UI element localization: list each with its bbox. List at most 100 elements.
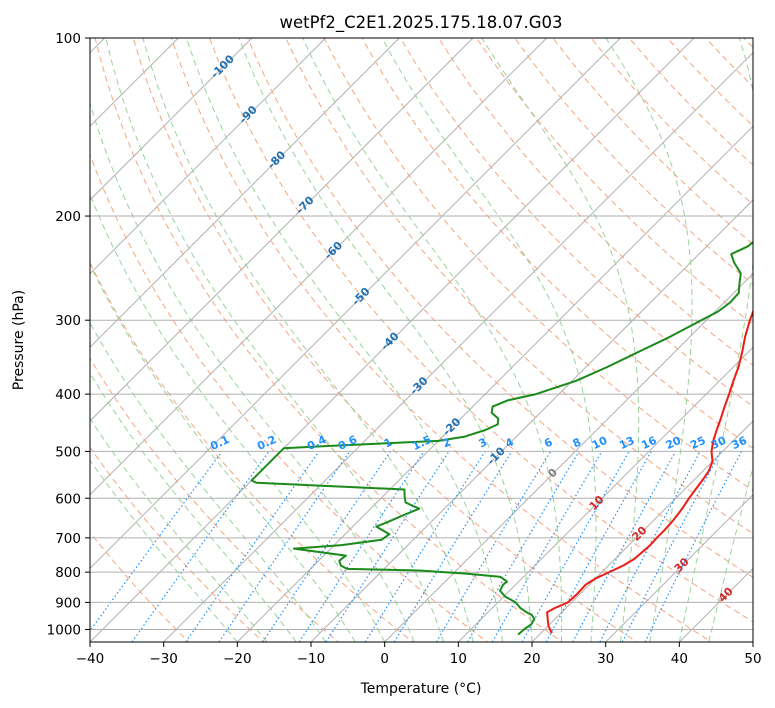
- isotherm-line: [90, 38, 474, 422]
- moist-adiabat-line: [142, 38, 474, 642]
- isotherm-line: [384, 272, 753, 642]
- y-tick-label: 1000: [47, 622, 81, 638]
- dry-adiabat-line: [590, 38, 753, 206]
- dry-adiabat-line: [514, 38, 753, 285]
- moist-adiabat-line: [90, 459, 238, 642]
- y-tick-label: 700: [55, 531, 81, 547]
- pressure-gridlines: [90, 38, 753, 630]
- dry-adiabat-line: [476, 38, 753, 326]
- y-tick-label: 500: [55, 444, 81, 460]
- isotherm-line: [90, 38, 327, 275]
- mixing-ratio-line: [90, 451, 223, 632]
- y-axis: 100 200 300 400 500 600 700 800 900 1000: [47, 31, 90, 638]
- isotherm-label: 10: [587, 493, 607, 513]
- dry-adiabat-line: [90, 153, 489, 642]
- y-tick-label: 400: [55, 387, 81, 403]
- x-axis-title: Temperature (°C): [360, 681, 482, 697]
- moist-adiabat-line: [90, 193, 386, 642]
- dry-adiabat-line: [361, 38, 753, 449]
- x-tick-label: 50: [744, 651, 761, 667]
- mixing-ratio-line: [325, 451, 450, 642]
- isotherm-line: [90, 38, 253, 201]
- moist-adiabat-line: [90, 321, 327, 642]
- moist-adiabat-line: [90, 263, 356, 642]
- x-tick-label: 40: [671, 651, 688, 667]
- mixing-ratio-label: 0.2: [255, 433, 278, 453]
- x-axis: −40 −30 −20 −10 0 10 20 30 40 50: [76, 642, 762, 667]
- x-tick-label: −10: [297, 651, 326, 667]
- moist-adiabat-line: [302, 38, 563, 642]
- y-tick-label: 600: [55, 491, 81, 507]
- mixing-ratio-line: [621, 451, 722, 642]
- moist-adiabat-line: [605, 38, 693, 642]
- dry-adiabat-line: [90, 357, 339, 642]
- moist-adiabat-line: [708, 465, 753, 642]
- dry-adiabat-line: [323, 38, 753, 492]
- mixing-ratio-line: [218, 451, 351, 642]
- mixing-ratio-label: 2: [440, 435, 452, 450]
- moist-adiabat-line: [90, 101, 415, 642]
- dry-adiabat-line: [438, 38, 753, 366]
- moist-adiabat-line: [678, 38, 753, 642]
- y-axis-title: Pressure (hPa): [11, 290, 27, 390]
- mixing-ratio-label: 30: [709, 434, 729, 452]
- moist-adiabat-line: [90, 372, 297, 642]
- y-tick-label: 300: [55, 313, 81, 329]
- mixing-ratio-line: [185, 451, 320, 642]
- x-tick-label: −30: [149, 651, 178, 667]
- x-tick-label: 30: [597, 651, 614, 667]
- y-tick-label: 200: [55, 209, 81, 225]
- dry-adiabat-line: [170, 38, 713, 642]
- x-tick-label: 20: [523, 651, 540, 667]
- mixing-ratio-label: 0.1: [208, 433, 231, 453]
- isotherm-line: [236, 125, 753, 642]
- isotherm-line: [90, 38, 695, 642]
- moist-adiabat-line: [90, 417, 268, 642]
- moist-adiabat-line: [186, 38, 504, 642]
- plot-area: -100-90-80-70-60-50-40-30-20-10010203040…: [90, 38, 753, 642]
- mixing-ratio-line: [545, 451, 652, 642]
- mixing-ratio-line: [262, 451, 391, 642]
- mixing-ratio-line: [572, 451, 677, 642]
- isotherm-line: [752, 641, 753, 642]
- isotherm-line: [90, 38, 621, 570]
- mixing-ratio-line: [131, 451, 270, 642]
- isotherm-line: [90, 38, 548, 496]
- mixing-ratio-line: [644, 451, 743, 642]
- dry-adiabat-line: [743, 38, 753, 49]
- mixing-ratio-line: [298, 451, 425, 642]
- isotherm-line: [531, 420, 753, 642]
- chart-title: wetPf2_C2E1.2025.175.18.07.G03: [279, 13, 562, 33]
- mixing-ratio-label: 36: [730, 434, 750, 452]
- mixing-ratio-label: 6: [542, 435, 555, 450]
- dry-adiabat-line: [552, 38, 753, 245]
- mixing-ratio-label: 0.4: [305, 433, 328, 453]
- mixing-ratio-line: [521, 451, 630, 642]
- dry-adiabat-line: [90, 261, 414, 642]
- mixing-ratio-label: 13: [617, 434, 636, 452]
- mixing-ratio-label: 25: [688, 434, 707, 452]
- moist-adiabats: [90, 38, 753, 642]
- moist-adiabat-line: [238, 38, 533, 642]
- mixing-ratio-line: [599, 451, 701, 642]
- isotherm-line: [457, 346, 753, 642]
- dry-adiabat-line: [399, 38, 753, 408]
- moist-adiabat-line: [381, 38, 597, 642]
- x-tick-label: 0: [380, 651, 389, 667]
- temperature-profile-line: [546, 309, 753, 634]
- y-tick-label: 900: [55, 595, 81, 611]
- y-tick-label: 100: [55, 31, 81, 47]
- mixing-ratio-label: 16: [639, 434, 659, 452]
- mixing-ratio-label: 10: [590, 434, 610, 452]
- dry-adiabat-line: [247, 38, 753, 578]
- x-tick-label: 10: [450, 651, 467, 667]
- moist-adiabat-line: [481, 38, 640, 642]
- mixing-ratio-label: 20: [664, 434, 684, 452]
- dewpoint-profile-line: [250, 240, 753, 636]
- isotherm-line: [678, 567, 753, 642]
- skewed-isotherms: [90, 38, 753, 642]
- y-tick-label: 800: [55, 565, 81, 581]
- isotherm-line: [163, 51, 753, 642]
- x-tick-label: −40: [76, 651, 105, 667]
